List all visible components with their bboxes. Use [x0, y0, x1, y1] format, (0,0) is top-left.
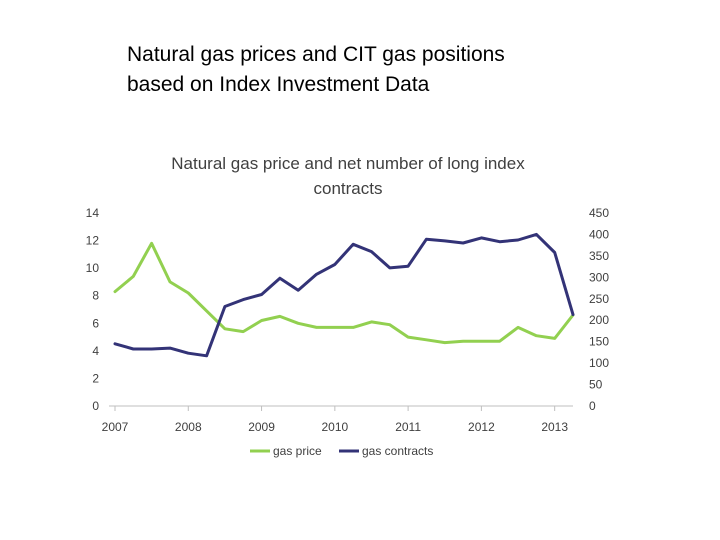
y-left-tick-label: 2 — [92, 371, 99, 385]
legend-label-gas-price: gas price — [273, 444, 322, 458]
chart-title-line-1: Natural gas price and net number of long… — [171, 154, 525, 173]
slide-title-line-1: Natural gas prices and CIT gas positions — [127, 43, 505, 66]
series-line-gas-price — [113, 241, 575, 345]
slide-title-line-2: based on Index Investment Data — [127, 73, 430, 96]
x-tick-label: 2010 — [321, 420, 348, 434]
y-right-tick-label: 300 — [589, 270, 609, 284]
y-right-tick-label: 100 — [589, 356, 609, 370]
x-tick-label: 2013 — [541, 420, 568, 434]
y-right-tick-label: 400 — [589, 227, 609, 241]
y-right-tick-label: 0 — [589, 399, 596, 413]
y-right-tick-label: 450 — [589, 206, 609, 220]
y-right-tick-label: 150 — [589, 335, 609, 349]
y-left-tick-label: 0 — [92, 399, 99, 413]
x-tick-label: 2008 — [175, 420, 202, 434]
series-line-gas-contracts — [113, 232, 575, 358]
y-left-tick-label: 8 — [92, 289, 99, 303]
y-left-tick-label: 14 — [86, 206, 100, 220]
x-tick-label: 2012 — [468, 420, 495, 434]
slide-title: Natural gas prices and CIT gas positions… — [127, 40, 647, 100]
legend-label-gas-contracts: gas contracts — [362, 444, 433, 458]
y-right-tick-label: 50 — [589, 378, 603, 392]
legend: gas price gas contracts — [250, 444, 433, 458]
x-tick-label: 2009 — [248, 420, 275, 434]
x-tick-label: 2011 — [395, 420, 421, 434]
axes — [109, 405, 573, 411]
y-right-tick-label: 250 — [589, 292, 609, 306]
series-lines — [113, 232, 575, 358]
y-left-tick-label: 6 — [92, 316, 99, 330]
y-right-tick-label: 200 — [589, 313, 609, 327]
y-left-tick-label: 12 — [86, 234, 100, 248]
x-tick-label: 2007 — [102, 420, 129, 434]
chart-title-line-2: contracts — [314, 179, 383, 198]
y-left-tick-label: 10 — [86, 261, 100, 275]
y-left-tick-label: 4 — [92, 344, 99, 358]
tick-labels: 2007 2008 2009 2010 2011 2012 2013 0 2 4 6 8 10 12 14 0… — [86, 206, 610, 434]
y-right-tick-label: 350 — [589, 249, 609, 263]
